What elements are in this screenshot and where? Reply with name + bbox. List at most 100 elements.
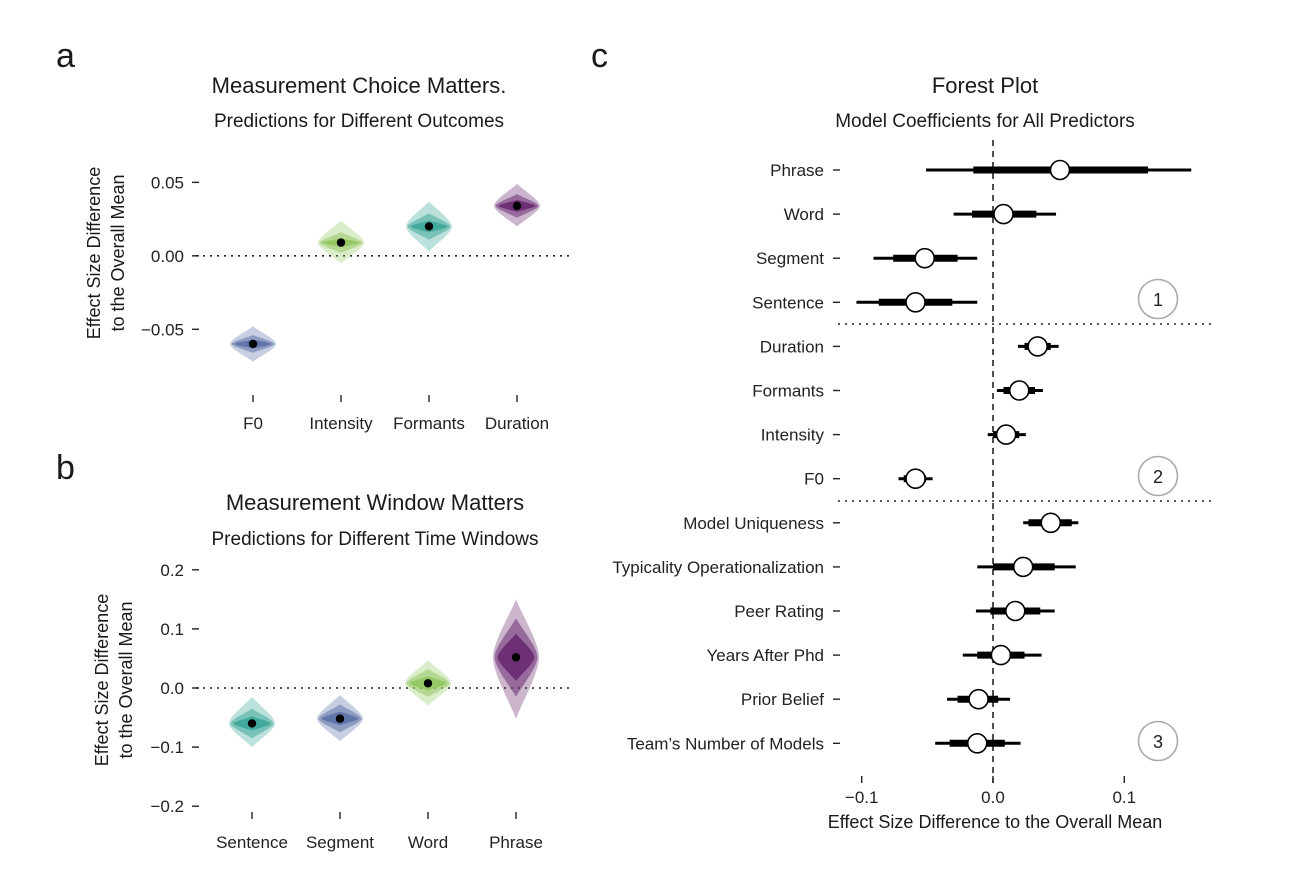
panel-c-x-ticks: −0.1 0.0 0.1 — [845, 776, 1136, 807]
forest-row: Intensity — [761, 424, 1026, 445]
forest-row-label: Phrase — [770, 161, 824, 180]
forest-group-marker-2: 2 — [1137, 455, 1179, 497]
forest-estimate-point — [905, 468, 926, 490]
b-mean-point — [511, 653, 521, 662]
a-ytick-label: 0.00 — [151, 247, 184, 266]
forest-row: Segment — [756, 247, 978, 269]
forest-group-circle — [1137, 455, 1179, 497]
b-mean-point — [423, 679, 433, 688]
a-mean-point — [248, 339, 258, 349]
b-violin-sentence — [229, 696, 275, 748]
b-xtick-label: Phrase — [489, 833, 543, 852]
panel-a-subtitle: Predictions for Different Outcomes — [214, 111, 504, 132]
forest-estimate-point — [914, 247, 936, 269]
b-xtick-label: Sentence — [216, 833, 288, 852]
forest-estimate-point — [1040, 512, 1062, 534]
forest-row-label: Team’s Number of Models — [627, 734, 824, 753]
b-xtick-label: Word — [408, 833, 448, 852]
a-violin-f0 — [230, 326, 276, 362]
a-ytick-label: −0.05 — [141, 320, 184, 339]
forest-estimate-point — [1012, 556, 1034, 578]
b-violin-phrase — [493, 599, 539, 719]
panel-b-x-ticks: Sentence Segment Word Phrase — [216, 812, 543, 852]
a-violin-formants — [406, 201, 452, 252]
forest-row: Duration — [760, 336, 1059, 357]
forest-row: Prior Belief — [741, 688, 1011, 710]
panel-b-ylabel-line2: to the Overall Mean — [116, 601, 136, 758]
panel-a-ylabel-line2: to the Overall Mean — [108, 174, 128, 331]
panel-b-title: Measurement Window Matters — [226, 490, 524, 515]
forest-row-label: Intensity — [761, 426, 825, 445]
b-violin-segment — [317, 695, 363, 742]
a-mean-point — [424, 222, 434, 231]
forest-row-label: Sentence — [752, 293, 824, 312]
panel-b-subtitle: Predictions for Different Time Windows — [212, 529, 539, 550]
forest-row: F0 — [804, 468, 933, 490]
forest-estimate-point — [966, 732, 988, 754]
forest-group-number: 3 — [1153, 732, 1163, 752]
b-mean-point — [335, 714, 345, 723]
forest-row: Typicality Operationalization — [612, 556, 1076, 578]
forest-row: Formants — [752, 380, 1043, 401]
b-ytick-label: 0.1 — [160, 620, 184, 639]
a-violin-intensity — [318, 220, 364, 264]
panel-a-y-ticks: 0.05 0.00 −0.05 — [141, 173, 199, 339]
forest-xtick-label: 0.0 — [981, 788, 1005, 807]
forest-row-label: Model Uniqueness — [683, 514, 824, 533]
panel-b: b Measurement Window Matters Predictions… — [56, 449, 570, 852]
panel-a-ylabel-line1: Effect Size Difference — [84, 167, 104, 339]
b-ytick-label: −0.1 — [150, 738, 184, 757]
forest-group-number: 2 — [1153, 467, 1163, 487]
a-xtick-label: F0 — [243, 414, 263, 433]
b-ytick-label: −0.2 — [150, 797, 184, 816]
forest-estimate-point — [1027, 336, 1048, 357]
forest-estimate-point — [995, 424, 1017, 445]
a-ytick-label: 0.05 — [151, 173, 184, 192]
panel-c: c Forest Plot Model Coefficients for All… — [591, 37, 1212, 832]
forest-row-label: Typicality Operationalization — [612, 558, 824, 577]
b-xtick-label: Segment — [306, 833, 374, 852]
forest-row-label: Word — [784, 205, 824, 224]
panel-a-title: Measurement Choice Matters. — [212, 73, 507, 98]
panel-c-xlabel: Effect Size Difference to the Overall Me… — [828, 812, 1163, 832]
forest-xtick-label: 0.1 — [1112, 788, 1136, 807]
panel-a: a Measurement Choice Matters. Prediction… — [56, 37, 570, 433]
b-violin-word — [405, 660, 451, 706]
b-mean-point — [247, 719, 257, 728]
b-ytick-label: 0.2 — [160, 561, 184, 580]
forest-group-circle — [1137, 720, 1179, 762]
panel-letter-a: a — [56, 37, 75, 75]
forest-estimate-point — [1049, 159, 1071, 181]
forest-row-label: Peer Rating — [734, 602, 824, 621]
forest-estimate-point — [1008, 380, 1030, 401]
forest-estimate-point — [993, 203, 1014, 225]
a-xtick-label: Intensity — [309, 414, 373, 433]
forest-row: Peer Rating — [734, 600, 1055, 622]
forest-row-label: Formants — [752, 382, 824, 401]
forest-estimate-point — [1005, 600, 1026, 622]
panel-letter-b: b — [56, 449, 75, 487]
forest-row: Team’s Number of Models — [627, 732, 1021, 754]
a-xtick-label: Formants — [393, 414, 465, 433]
a-mean-point — [336, 238, 346, 247]
forest-row-label: Segment — [756, 249, 824, 268]
panel-letter-c: c — [591, 37, 608, 75]
forest-group-marker-1: 1 — [1137, 278, 1179, 320]
panel-c-subtitle: Model Coefficients for All Predictors — [835, 111, 1135, 132]
forest-estimate-point — [968, 688, 989, 710]
panel-b-y-ticks: 0.2 0.1 0.0 −0.1 −0.2 — [150, 561, 199, 816]
forest-row: Years After Phd — [706, 644, 1042, 666]
forest-group-circle — [1137, 278, 1179, 320]
panel-a-marks — [230, 183, 540, 362]
forest-estimate-point — [990, 644, 1012, 666]
panel-a-x-ticks: F0 Intensity Formants Duration — [243, 395, 549, 433]
forest-row: Sentence — [752, 291, 978, 313]
forest-row-label: Prior Belief — [741, 690, 824, 709]
a-violin-duration — [494, 183, 540, 227]
forest-row-label: Years After Phd — [706, 646, 824, 665]
forest-group-marker-3: 3 — [1137, 720, 1179, 762]
panel-b-ylabel-line1: Effect Size Difference — [92, 594, 112, 766]
panel-c-title: Forest Plot — [932, 73, 1038, 98]
forest-row: Phrase — [770, 159, 1192, 181]
